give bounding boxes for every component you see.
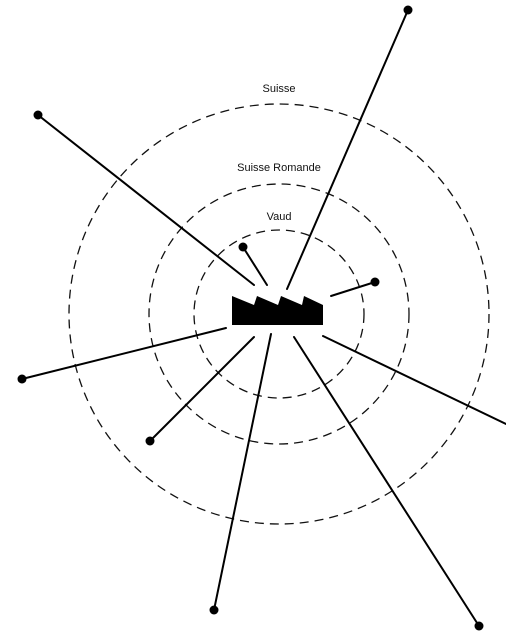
dot-icon	[145, 436, 155, 446]
spoke-line	[286, 9, 409, 290]
ring-suisse	[68, 103, 490, 525]
spoke-line	[330, 281, 376, 297]
dot-icon	[209, 605, 219, 615]
spoke-line	[149, 336, 255, 442]
ring-label-suisse: Suisse	[262, 83, 295, 95]
dot-icon	[474, 621, 484, 631]
spoke-line	[213, 333, 272, 611]
ring-label-backing	[258, 208, 300, 224]
dot-icon	[238, 242, 248, 252]
spoke-line	[21, 327, 227, 380]
spoke-line	[293, 336, 480, 627]
spoke-line	[37, 114, 255, 286]
ring-label-vaud: Vaud	[267, 211, 292, 223]
factory-icon	[232, 296, 323, 325]
dot-icon	[33, 110, 43, 120]
ring-label-backing	[229, 159, 329, 175]
dot-icon	[403, 5, 413, 15]
spoke-line	[242, 246, 268, 286]
ring-label-backing	[252, 80, 306, 96]
dot-icon	[370, 277, 380, 287]
ring-vaud	[193, 229, 365, 399]
ring-suisse-romande	[148, 183, 410, 445]
ring-label-suisse-romande: Suisse Romande	[237, 162, 321, 174]
dot-icon	[17, 374, 27, 384]
spoke-line	[322, 335, 506, 425]
